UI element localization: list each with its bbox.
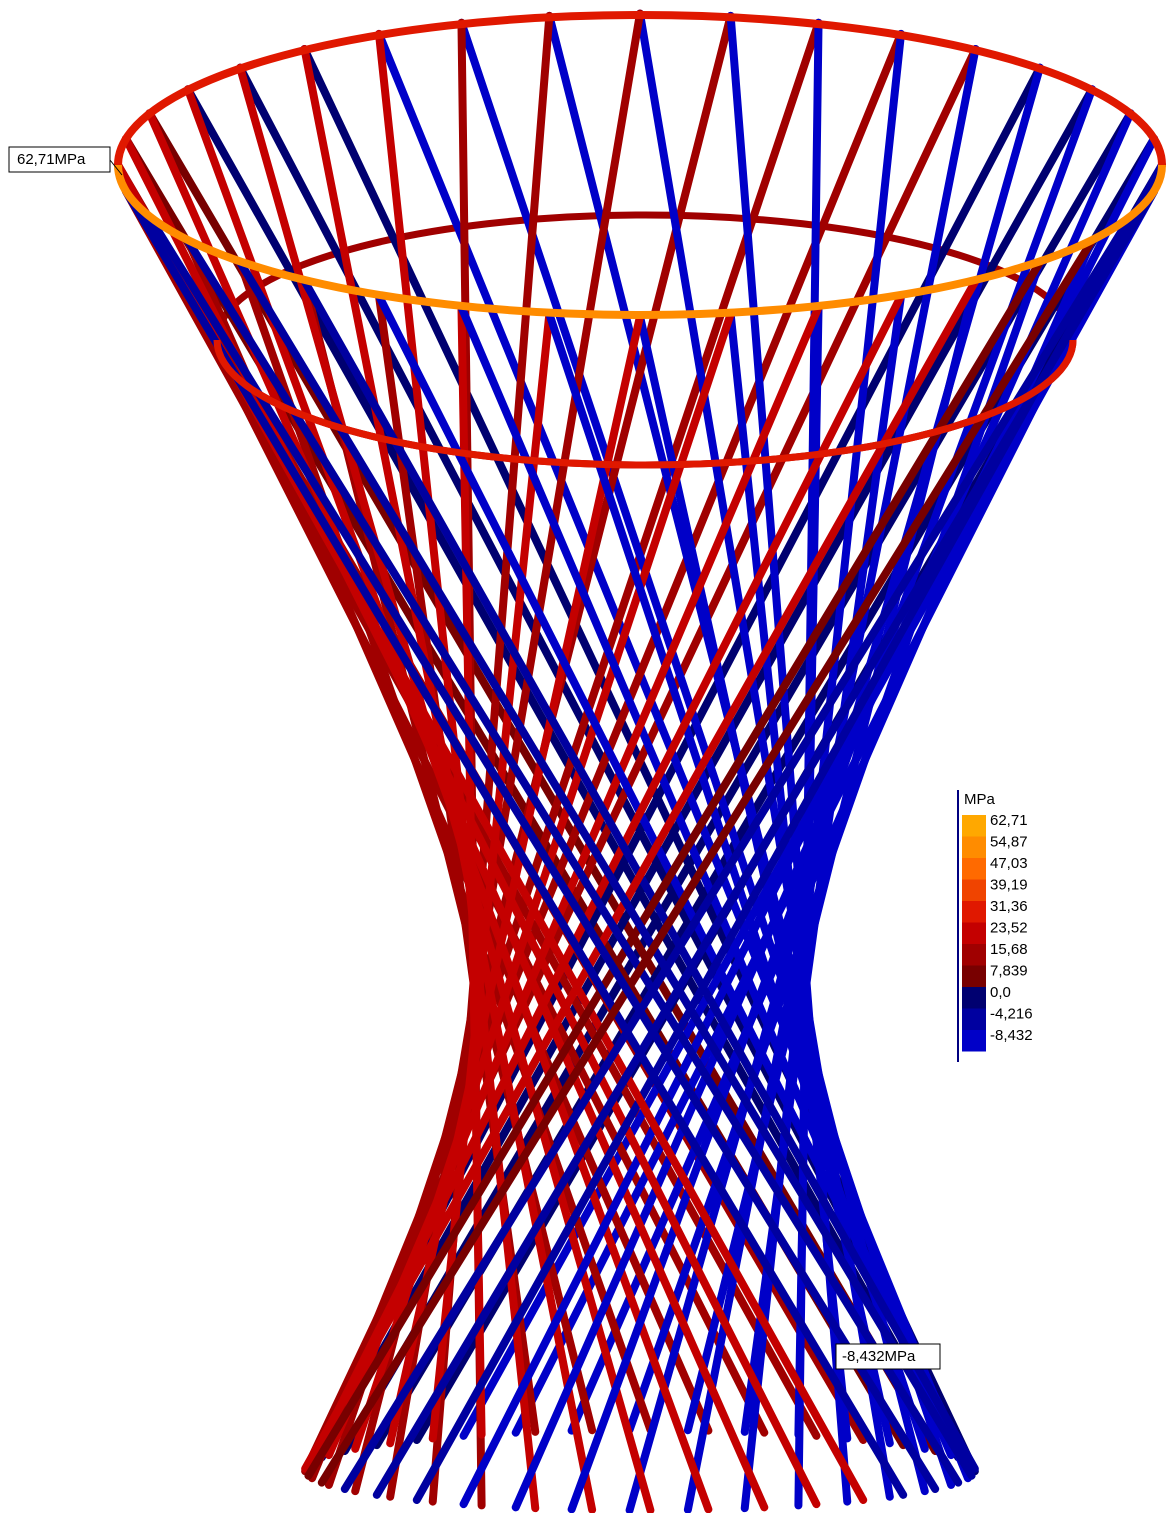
legend-label: -8,432 xyxy=(990,1027,1033,1044)
page: MPa 62,71 54,87 47,03 39,19 31,36 23,52 15,68 7… xyxy=(0,0,1168,1513)
legend-unit: MPa xyxy=(964,791,996,808)
legend-swatch xyxy=(962,987,986,1009)
legend-label: 23,52 xyxy=(990,919,1028,936)
legend: MPa 62,71 54,87 47,03 39,19 31,36 23,52 15,68 7… xyxy=(958,790,1033,1062)
legend-label: 7,839 xyxy=(990,962,1028,979)
legend-swatch xyxy=(962,880,986,902)
legend-swatch xyxy=(962,944,986,966)
legend-swatch xyxy=(962,901,986,923)
legend-label: 47,03 xyxy=(990,855,1028,872)
legend-swatch xyxy=(962,837,986,859)
legend-label: 0,0 xyxy=(990,984,1011,1001)
min-annotation: -8,432MPa xyxy=(842,1348,916,1365)
legend-label: 39,19 xyxy=(990,876,1028,893)
legend-swatch xyxy=(962,966,986,988)
legend-swatch xyxy=(962,1009,986,1031)
legend-label: 62,71 xyxy=(990,812,1028,829)
legend-label: 31,36 xyxy=(990,898,1028,915)
viewport: MPa 62,71 54,87 47,03 39,19 31,36 23,52 15,68 7… xyxy=(0,0,1168,1513)
legend-swatch xyxy=(962,923,986,945)
lattice-model xyxy=(118,14,1162,1511)
legend-swatch xyxy=(962,858,986,880)
legend-label: 54,87 xyxy=(990,833,1028,850)
legend-label: -4,216 xyxy=(990,1005,1033,1022)
legend-label: 15,68 xyxy=(990,941,1028,958)
legend-swatch xyxy=(962,815,986,837)
legend-swatch xyxy=(962,1030,986,1052)
max-annotation: 62,71MPa xyxy=(17,151,86,168)
